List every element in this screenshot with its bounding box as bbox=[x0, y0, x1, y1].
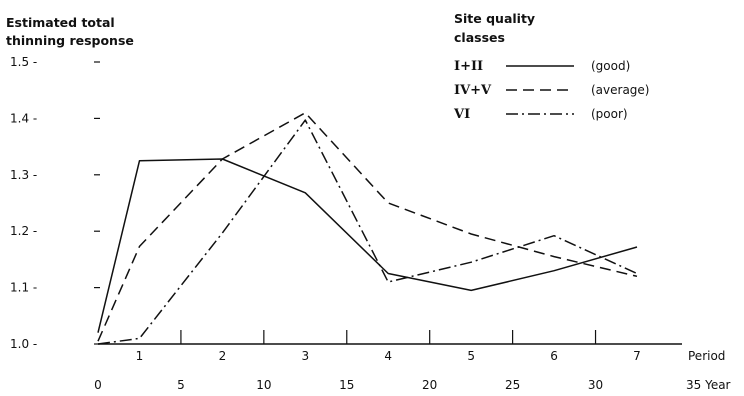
y-tick-label: 1.4 - bbox=[10, 111, 37, 125]
legend-class-label: I+II bbox=[454, 59, 483, 74]
legend-quality-label: (average) bbox=[591, 83, 650, 97]
x-period-tick-label: 1 bbox=[136, 349, 144, 363]
x-period-tick-label: 5 bbox=[467, 349, 475, 363]
x-period-tick-label: 4 bbox=[384, 349, 392, 363]
legend-class-label: IV+V bbox=[454, 83, 492, 98]
series-line-2 bbox=[97, 112, 638, 342]
y-tick-label: 1.0 - bbox=[10, 337, 37, 351]
x-year-tick-label: 15 bbox=[339, 378, 354, 392]
series-line-1 bbox=[97, 158, 638, 333]
legend-quality-label: (good) bbox=[591, 59, 630, 73]
y-axis-label-line-1: Estimated total bbox=[6, 15, 115, 30]
x-axis-year-label: 35 Year bbox=[686, 378, 731, 392]
x-axis-period-label: Period bbox=[688, 349, 725, 363]
y-tick-label: 1.5 - bbox=[10, 55, 37, 69]
x-year-tick-label: 5 bbox=[177, 378, 185, 392]
x-year-tick-label: 30 bbox=[588, 378, 603, 392]
y-axis-label-line-2: thinning response bbox=[6, 33, 134, 48]
legend-title-line-1: Site quality bbox=[454, 11, 535, 26]
x-period-tick-label: 7 bbox=[633, 349, 641, 363]
x-year-tick-label: 0 bbox=[94, 378, 102, 392]
x-year-tick-label: 20 bbox=[422, 378, 437, 392]
series-line-3 bbox=[97, 119, 638, 345]
x-period-tick-label: 2 bbox=[219, 349, 227, 363]
y-tick-label: 1.3 - bbox=[10, 168, 37, 182]
y-tick-label: 1.2 - bbox=[10, 224, 37, 238]
x-period-tick-label: 6 bbox=[550, 349, 558, 363]
x-year-tick-label: 25 bbox=[505, 378, 520, 392]
y-tick-label: 1.1 - bbox=[10, 281, 37, 295]
x-year-tick-label: 10 bbox=[256, 378, 271, 392]
legend-title-line-2: classes bbox=[454, 30, 505, 45]
x-period-tick-label: 3 bbox=[301, 349, 309, 363]
legend-quality-label: (poor) bbox=[591, 107, 628, 121]
legend-class-label: VI bbox=[453, 107, 470, 122]
